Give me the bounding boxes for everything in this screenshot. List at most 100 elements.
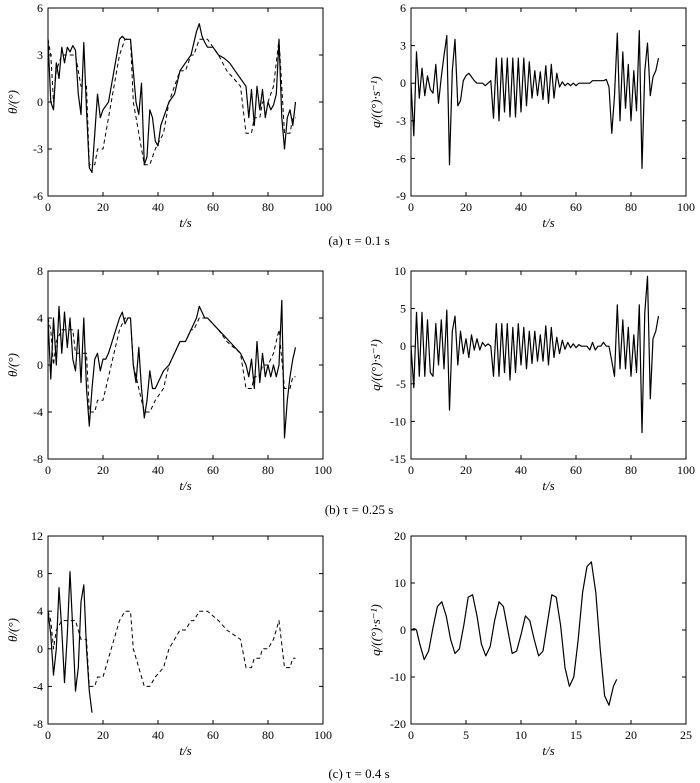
y-tick-label: -20 (390, 717, 406, 731)
x-axis-label: t/s (542, 215, 554, 230)
y-axis-label: q/((°)·s⁻¹) (368, 604, 383, 656)
y-tick-label: 6 (37, 1, 43, 15)
x-tick-label: 100 (314, 200, 332, 214)
y-tick-label: 10 (394, 264, 406, 278)
y-tick-label: 3 (37, 48, 43, 62)
y-tick-label: 5 (400, 302, 406, 316)
x-tick-label: 80 (262, 728, 274, 742)
x-tick-label: 20 (97, 463, 109, 477)
plot-frame (410, 535, 687, 725)
x-tick-label: 60 (570, 463, 582, 477)
x-tick-label: 100 (677, 463, 695, 477)
y-tick-label: -8 (33, 717, 43, 731)
y-tick-label: -3 (33, 142, 43, 156)
x-tick-label: 0 (408, 728, 414, 742)
caption-c: (c) τ = 0.4 s (328, 766, 389, 781)
x-tick-label: 15 (570, 728, 582, 742)
y-tick-label: 0 (37, 358, 43, 372)
series-line-solid (47, 299, 297, 439)
x-tick-label: 20 (460, 463, 472, 477)
x-tick-label: 0 (408, 463, 414, 477)
plot-frame (47, 270, 324, 460)
y-tick-label: 6 (400, 1, 406, 15)
y-tick-label: 8 (37, 264, 43, 278)
x-axis-label: t/s (542, 743, 554, 758)
y-axis-label: θ/(°) (5, 353, 20, 377)
chart-c-q: 0 5 10 15 20 25 -20 -10 0 10 20 t/s q/((°)·s⁻¹) (368, 529, 692, 758)
y-tick-label: -8 (33, 452, 43, 466)
y-tick-label: 0 (37, 642, 43, 656)
x-tick-label: 40 (152, 728, 164, 742)
x-tick-label: 40 (152, 463, 164, 477)
y-tick-label: 3 (400, 39, 406, 53)
y-tick-label: -5 (396, 377, 406, 391)
plot-frame (410, 7, 687, 197)
x-tick-label: 0 (45, 728, 51, 742)
x-tick-label: 80 (262, 200, 274, 214)
x-tick-label: 60 (207, 728, 219, 742)
y-tick-label: 10 (394, 576, 406, 590)
x-tick-label: 60 (207, 463, 219, 477)
series-line-solid (47, 571, 93, 713)
x-tick-label: 0 (45, 463, 51, 477)
y-tick-label: -6 (396, 151, 406, 165)
x-tick-label: 0 (408, 200, 414, 214)
caption-a: (a) τ = 0.1 s (328, 233, 389, 248)
plot-frame (47, 535, 324, 725)
x-tick-label: 60 (207, 200, 219, 214)
y-axis-label: θ/(°) (5, 618, 20, 642)
y-tick-label: 8 (37, 567, 43, 581)
y-tick-label: 12 (31, 529, 43, 543)
y-tick-label: 4 (37, 311, 43, 325)
caption-b: (b) τ = 0.25 s (325, 502, 394, 517)
series-line-solid (410, 561, 618, 706)
series-line-solid (47, 23, 297, 174)
y-tick-label: 0 (400, 623, 406, 637)
y-tick-label: -6 (33, 189, 43, 203)
x-axis-label: t/s (179, 215, 191, 230)
chart-a-q: 0 20 40 60 80 100 -9 -6 -3 0 3 6 t/s q/((°)·s⁻¹) (368, 1, 695, 230)
x-tick-label: 10 (515, 728, 527, 742)
x-tick-label: 0 (45, 200, 51, 214)
y-tick-label: -10 (390, 670, 406, 684)
x-tick-label: 40 (152, 200, 164, 214)
x-tick-label: 20 (97, 728, 109, 742)
y-axis-label: q/((°)·s⁻¹) (368, 76, 383, 128)
x-tick-label: 5 (463, 728, 469, 742)
y-axis-label: θ/(°) (5, 90, 20, 114)
y-tick-label: -4 (33, 405, 43, 419)
series-line-solid (410, 30, 660, 169)
x-axis-label: t/s (179, 743, 191, 758)
x-tick-label: 20 (625, 728, 637, 742)
x-tick-label: 20 (460, 200, 472, 214)
x-tick-label: 40 (515, 463, 527, 477)
x-tick-label: 25 (680, 728, 692, 742)
chart-c-theta: 0 20 40 60 80 100 -8 -4 0 4 8 12 t/s θ/(°) (5, 529, 332, 758)
y-tick-label: 0 (400, 76, 406, 90)
x-tick-label: 40 (515, 200, 527, 214)
y-tick-label: -3 (396, 114, 406, 128)
chart-b-theta: 0 20 40 60 80 100 -8 -4 0 4 8 t/s θ/(°) (5, 264, 332, 493)
y-tick-label: -15 (390, 452, 406, 466)
series-line-dashed (47, 317, 296, 413)
plot-frame (410, 270, 687, 460)
y-tick-label: 4 (37, 604, 43, 618)
x-axis-label: t/s (542, 478, 554, 493)
y-tick-label: -9 (396, 189, 406, 203)
x-tick-label: 100 (314, 463, 332, 477)
x-tick-label: 20 (97, 200, 109, 214)
x-tick-label: 80 (262, 463, 274, 477)
x-tick-label: 100 (314, 728, 332, 742)
y-tick-label: 20 (394, 529, 406, 543)
series-line-solid (410, 275, 660, 434)
y-tick-label: -10 (390, 414, 406, 428)
y-tick-label: 0 (37, 95, 43, 109)
x-tick-label: 80 (625, 463, 637, 477)
y-tick-label: 0 (400, 339, 406, 353)
chart-a-theta: 0 20 40 60 80 100 -6 -3 0 3 6 t/s θ/(°) (5, 1, 332, 230)
x-tick-label: 100 (677, 200, 695, 214)
x-tick-label: 60 (570, 200, 582, 214)
x-axis-label: t/s (179, 478, 191, 493)
y-axis-label: q/((°)·s⁻¹) (368, 339, 383, 391)
